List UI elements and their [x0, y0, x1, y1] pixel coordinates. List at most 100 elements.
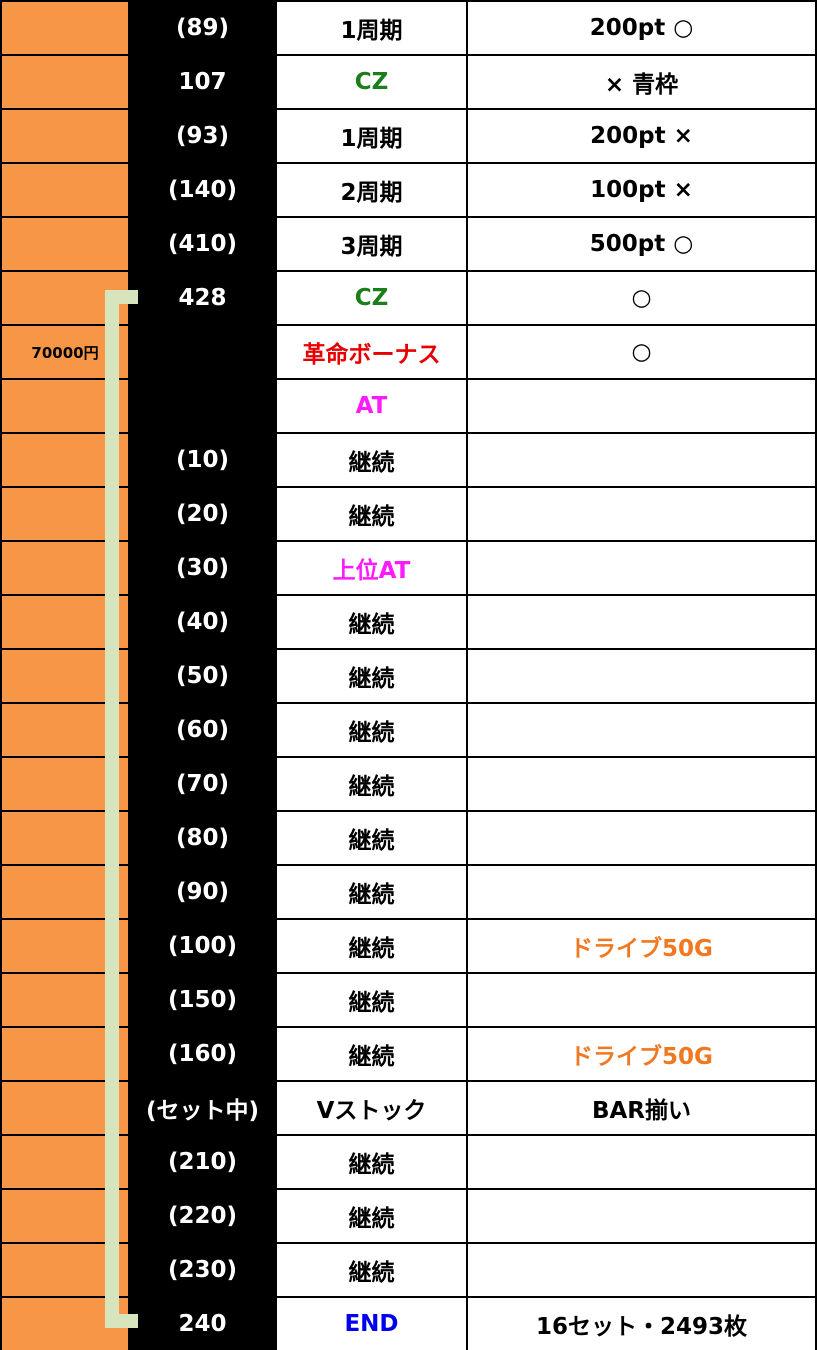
event-cell-text: 1周期 — [340, 18, 403, 44]
game-count-cell: (230) — [128, 1243, 277, 1299]
event-cell-text: 継続 — [348, 828, 395, 854]
event-cell: 継続 — [275, 810, 468, 866]
table-row: AT — [0, 378, 817, 435]
note-cell — [466, 486, 817, 542]
note-cell: ドライブ50G — [466, 918, 817, 974]
event-cell-text: 継続 — [348, 504, 395, 530]
event-cell-text: 継続 — [348, 1260, 395, 1286]
table-row: (20) 継続 — [0, 486, 817, 543]
event-cell: 継続 — [275, 756, 468, 812]
table-row: (10) 継続 — [0, 432, 817, 489]
game-count-cell: (セット中) — [128, 1081, 277, 1137]
note-cell: BAR揃い — [466, 1080, 817, 1136]
event-cell-text: 3周期 — [340, 234, 403, 260]
table-row: (93) 1周期 200pt × — [0, 108, 817, 165]
event-cell-text: CZ — [354, 69, 389, 95]
event-cell: 2周期 — [275, 162, 468, 218]
table-row: 107 CZ × 青枠 — [0, 54, 817, 111]
event-cell: 3周期 — [275, 216, 468, 272]
at-span-bracket-top — [105, 290, 138, 304]
game-count-cell: (20) — [128, 487, 277, 543]
note-cell-text: 100pt × — [590, 177, 693, 203]
note-cell — [466, 702, 817, 758]
event-cell: 1周期 — [275, 108, 468, 164]
event-cell-text: 革命ボーナス — [302, 342, 441, 368]
money-cell — [0, 0, 130, 56]
note-cell — [466, 1242, 817, 1298]
event-cell: 上位AT — [275, 540, 468, 596]
game-count-cell: 428 — [128, 271, 277, 327]
table-row: 240 END 16セット・2493枚 — [0, 1296, 817, 1350]
note-cell: 200pt ○ — [466, 0, 817, 56]
game-count-cell-text: (410) — [167, 231, 238, 257]
event-cell-text: 継続 — [348, 936, 395, 962]
event-cell: 継続 — [275, 432, 468, 488]
note-cell-text: × 青枠 — [604, 72, 679, 98]
event-cell: 継続 — [275, 1026, 468, 1082]
game-count-cell: (220) — [128, 1189, 277, 1245]
note-cell: 16セット・2493枚 — [466, 1296, 817, 1350]
table-row: (410) 3周期 500pt ○ — [0, 216, 817, 273]
table-row: (150) 継続 — [0, 972, 817, 1029]
game-count-cell-text: (90) — [175, 879, 230, 905]
event-cell: 継続 — [275, 1242, 468, 1298]
event-cell: 継続 — [275, 648, 468, 704]
game-count-cell-text: (30) — [175, 555, 230, 581]
event-cell-text: 継続 — [348, 1206, 395, 1232]
note-cell: × 青枠 — [466, 54, 817, 110]
game-count-cell: (100) — [128, 919, 277, 975]
money-cell — [0, 108, 130, 164]
game-count-cell-text: (10) — [175, 447, 230, 473]
money-cell — [0, 162, 130, 218]
note-cell-text: ドライブ50G — [570, 1044, 713, 1070]
game-count-cell-text: (230) — [167, 1257, 238, 1283]
note-cell-text: 200pt ○ — [589, 15, 694, 41]
game-count-cell: 240 — [128, 1297, 277, 1350]
event-cell: 継続 — [275, 864, 468, 920]
event-cell-text: END — [344, 1311, 399, 1337]
table-row: (80) 継続 — [0, 810, 817, 867]
note-cell: ドライブ50G — [466, 1026, 817, 1082]
event-cell: 継続 — [275, 918, 468, 974]
note-cell — [466, 756, 817, 812]
game-count-cell-text: (140) — [167, 177, 238, 203]
game-count-cell: (70) — [128, 757, 277, 813]
note-cell: 500pt ○ — [466, 216, 817, 272]
table-row: (70) 継続 — [0, 756, 817, 813]
note-cell — [466, 540, 817, 596]
table-row: (140) 2周期 100pt × — [0, 162, 817, 219]
money-cell — [0, 54, 130, 110]
table-row: (セット中) Vストック BAR揃い — [0, 1080, 817, 1137]
money-cell-text: 70000円 — [31, 343, 99, 362]
note-cell-text: 500pt ○ — [589, 231, 694, 257]
table-row: (220) 継続 — [0, 1188, 817, 1245]
event-cell: CZ — [275, 270, 468, 326]
game-count-cell: (210) — [128, 1135, 277, 1191]
game-count-cell: (60) — [128, 703, 277, 759]
note-cell — [466, 810, 817, 866]
game-count-cell-text: (セット中) — [145, 1098, 260, 1124]
game-count-cell-text: (40) — [175, 609, 230, 635]
game-count-cell-text: 428 — [178, 285, 227, 311]
event-cell-text: CZ — [354, 285, 389, 311]
event-cell-text: 上位AT — [332, 558, 411, 584]
event-cell-text: 1周期 — [340, 126, 403, 152]
at-span-bracket — [105, 290, 119, 1328]
table-row: (89) 1周期 200pt ○ — [0, 0, 817, 57]
game-count-cell: (93) — [128, 109, 277, 165]
event-cell: 継続 — [275, 972, 468, 1028]
table-row: (160) 継続 ドライブ50G — [0, 1026, 817, 1083]
note-cell — [466, 1188, 817, 1244]
game-count-cell-text: (210) — [167, 1149, 238, 1175]
event-cell: AT — [275, 378, 468, 434]
note-cell — [466, 864, 817, 920]
event-cell: Vストック — [275, 1080, 468, 1136]
game-count-cell — [128, 325, 277, 381]
event-cell-text: Vストック — [316, 1098, 427, 1124]
game-count-cell-text: (150) — [167, 987, 238, 1013]
note-cell — [466, 1134, 817, 1190]
event-cell: END — [275, 1296, 468, 1350]
game-count-cell: (80) — [128, 811, 277, 867]
game-count-cell: (30) — [128, 541, 277, 597]
note-cell-text: BAR揃い — [591, 1098, 692, 1124]
